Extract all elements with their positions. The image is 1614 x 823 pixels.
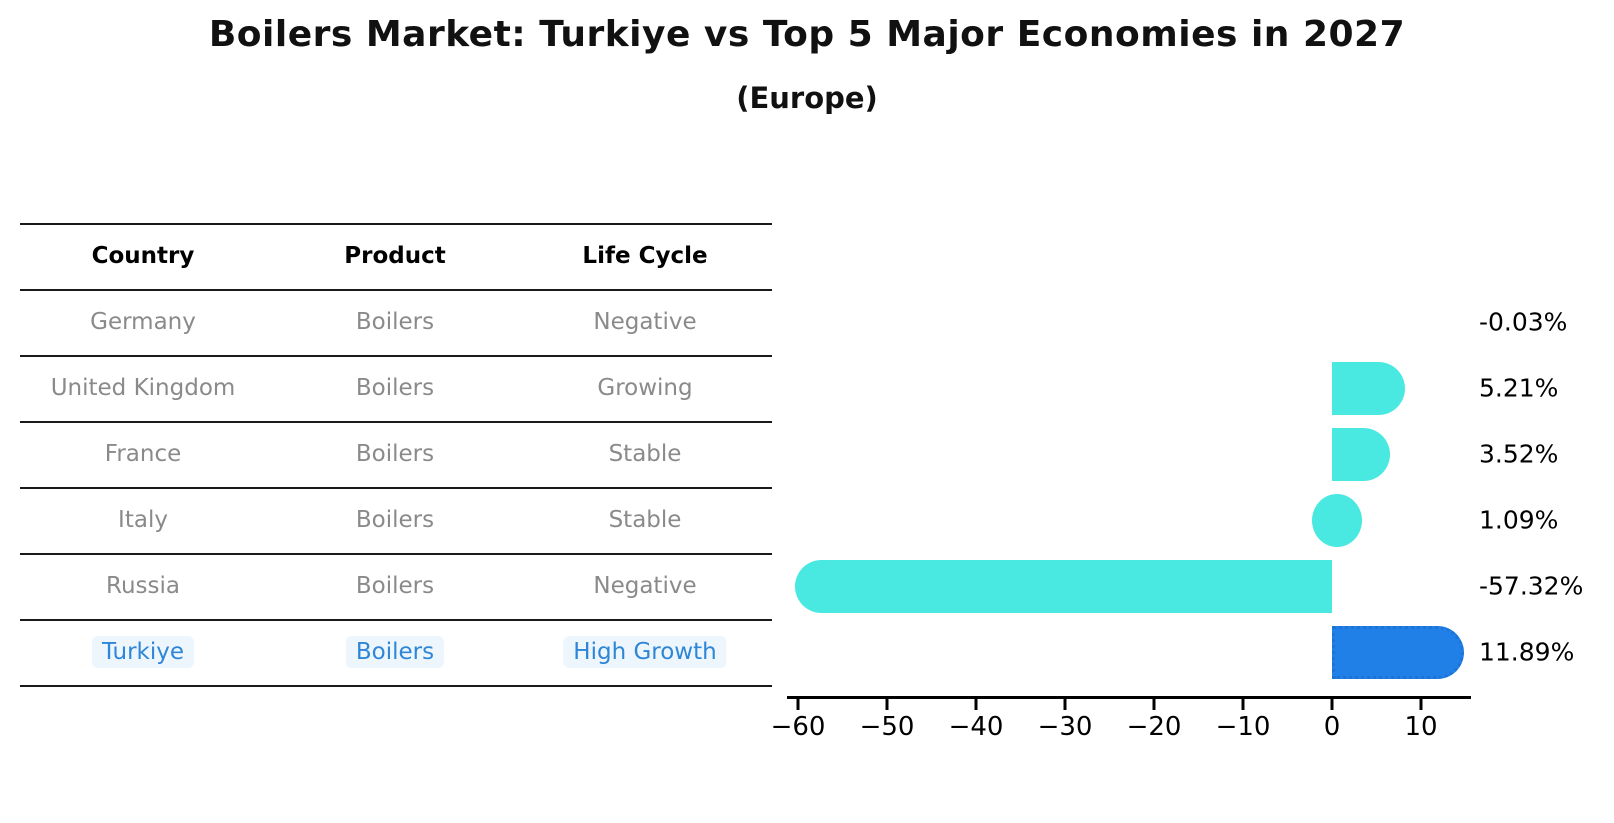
x-tick-label: −20 bbox=[1126, 712, 1182, 742]
table-cell-life-cycle: Stable bbox=[608, 441, 682, 467]
bar-value-label: 11.89% bbox=[1479, 637, 1575, 667]
table-cell-country: Turkiye bbox=[91, 636, 195, 668]
table-cell-country: Italy bbox=[118, 507, 168, 533]
column-header-life-cycle: Life Cycle bbox=[582, 243, 708, 269]
table-cell-country: United Kingdom bbox=[50, 375, 236, 401]
chart-title: Boilers Market: Turkiye vs Top 5 Major E… bbox=[208, 14, 1406, 55]
x-tick bbox=[885, 699, 889, 710]
x-tick bbox=[1419, 699, 1423, 710]
table-rule bbox=[20, 685, 772, 687]
x-tick-label: 10 bbox=[1404, 712, 1438, 742]
bar-value-label: -0.03% bbox=[1479, 307, 1568, 337]
table-cell-life-cycle: High Growth bbox=[563, 636, 727, 668]
table-cell-country: Russia bbox=[106, 573, 180, 599]
table-cell-country: France bbox=[104, 441, 182, 467]
table-cell-product: Boilers bbox=[355, 441, 435, 467]
x-tick bbox=[1241, 699, 1245, 710]
table-cell-country: Germany bbox=[90, 309, 196, 335]
table-rule bbox=[20, 487, 772, 489]
x-tick-label: 0 bbox=[1323, 712, 1341, 742]
table-cell-product: Boilers bbox=[355, 507, 435, 533]
x-tick-label: −50 bbox=[859, 712, 915, 742]
x-axis-line bbox=[787, 696, 1471, 699]
table-cell-life-cycle: Negative bbox=[593, 573, 697, 599]
x-tick-label: −40 bbox=[948, 712, 1004, 742]
chart-bar-france bbox=[1332, 427, 1390, 481]
table-rule bbox=[20, 619, 772, 621]
table-rule bbox=[20, 355, 772, 357]
bar-value-label: 1.09% bbox=[1479, 505, 1559, 535]
table-cell-product: Boilers bbox=[355, 375, 435, 401]
table-cell-life-cycle: Growing bbox=[597, 375, 693, 401]
column-header-country: Country bbox=[91, 243, 195, 269]
chart-bar-italy bbox=[1311, 493, 1362, 547]
x-tick bbox=[1152, 699, 1156, 710]
x-tick bbox=[1063, 699, 1067, 710]
chart-subtitle: (Europe) bbox=[736, 81, 878, 115]
chart-bar-russia bbox=[795, 559, 1332, 613]
x-tick-label: −30 bbox=[1037, 712, 1093, 742]
x-tick bbox=[796, 699, 800, 710]
table-cell-product: Boilers bbox=[355, 309, 435, 335]
table-rule bbox=[20, 421, 772, 423]
chart-bar-united-kingdom bbox=[1332, 361, 1405, 415]
table-cell-life-cycle: Negative bbox=[593, 309, 697, 335]
x-tick bbox=[1330, 699, 1334, 710]
table-rule bbox=[20, 553, 772, 555]
bar-value-label: 5.21% bbox=[1479, 373, 1559, 403]
table-rule bbox=[20, 289, 772, 291]
bar-value-label: -57.32% bbox=[1479, 571, 1584, 601]
table-rule bbox=[20, 223, 772, 225]
x-tick-label: −10 bbox=[1215, 712, 1271, 742]
table-cell-life-cycle: Stable bbox=[608, 507, 682, 533]
bar-value-label: 3.52% bbox=[1479, 439, 1559, 469]
x-tick-label: −60 bbox=[770, 712, 826, 742]
column-header-product: Product bbox=[344, 243, 446, 269]
chart-bar-turkiye bbox=[1332, 625, 1465, 679]
x-tick bbox=[974, 699, 978, 710]
table-cell-product: Boilers bbox=[345, 636, 445, 668]
table-cell-product: Boilers bbox=[355, 573, 435, 599]
